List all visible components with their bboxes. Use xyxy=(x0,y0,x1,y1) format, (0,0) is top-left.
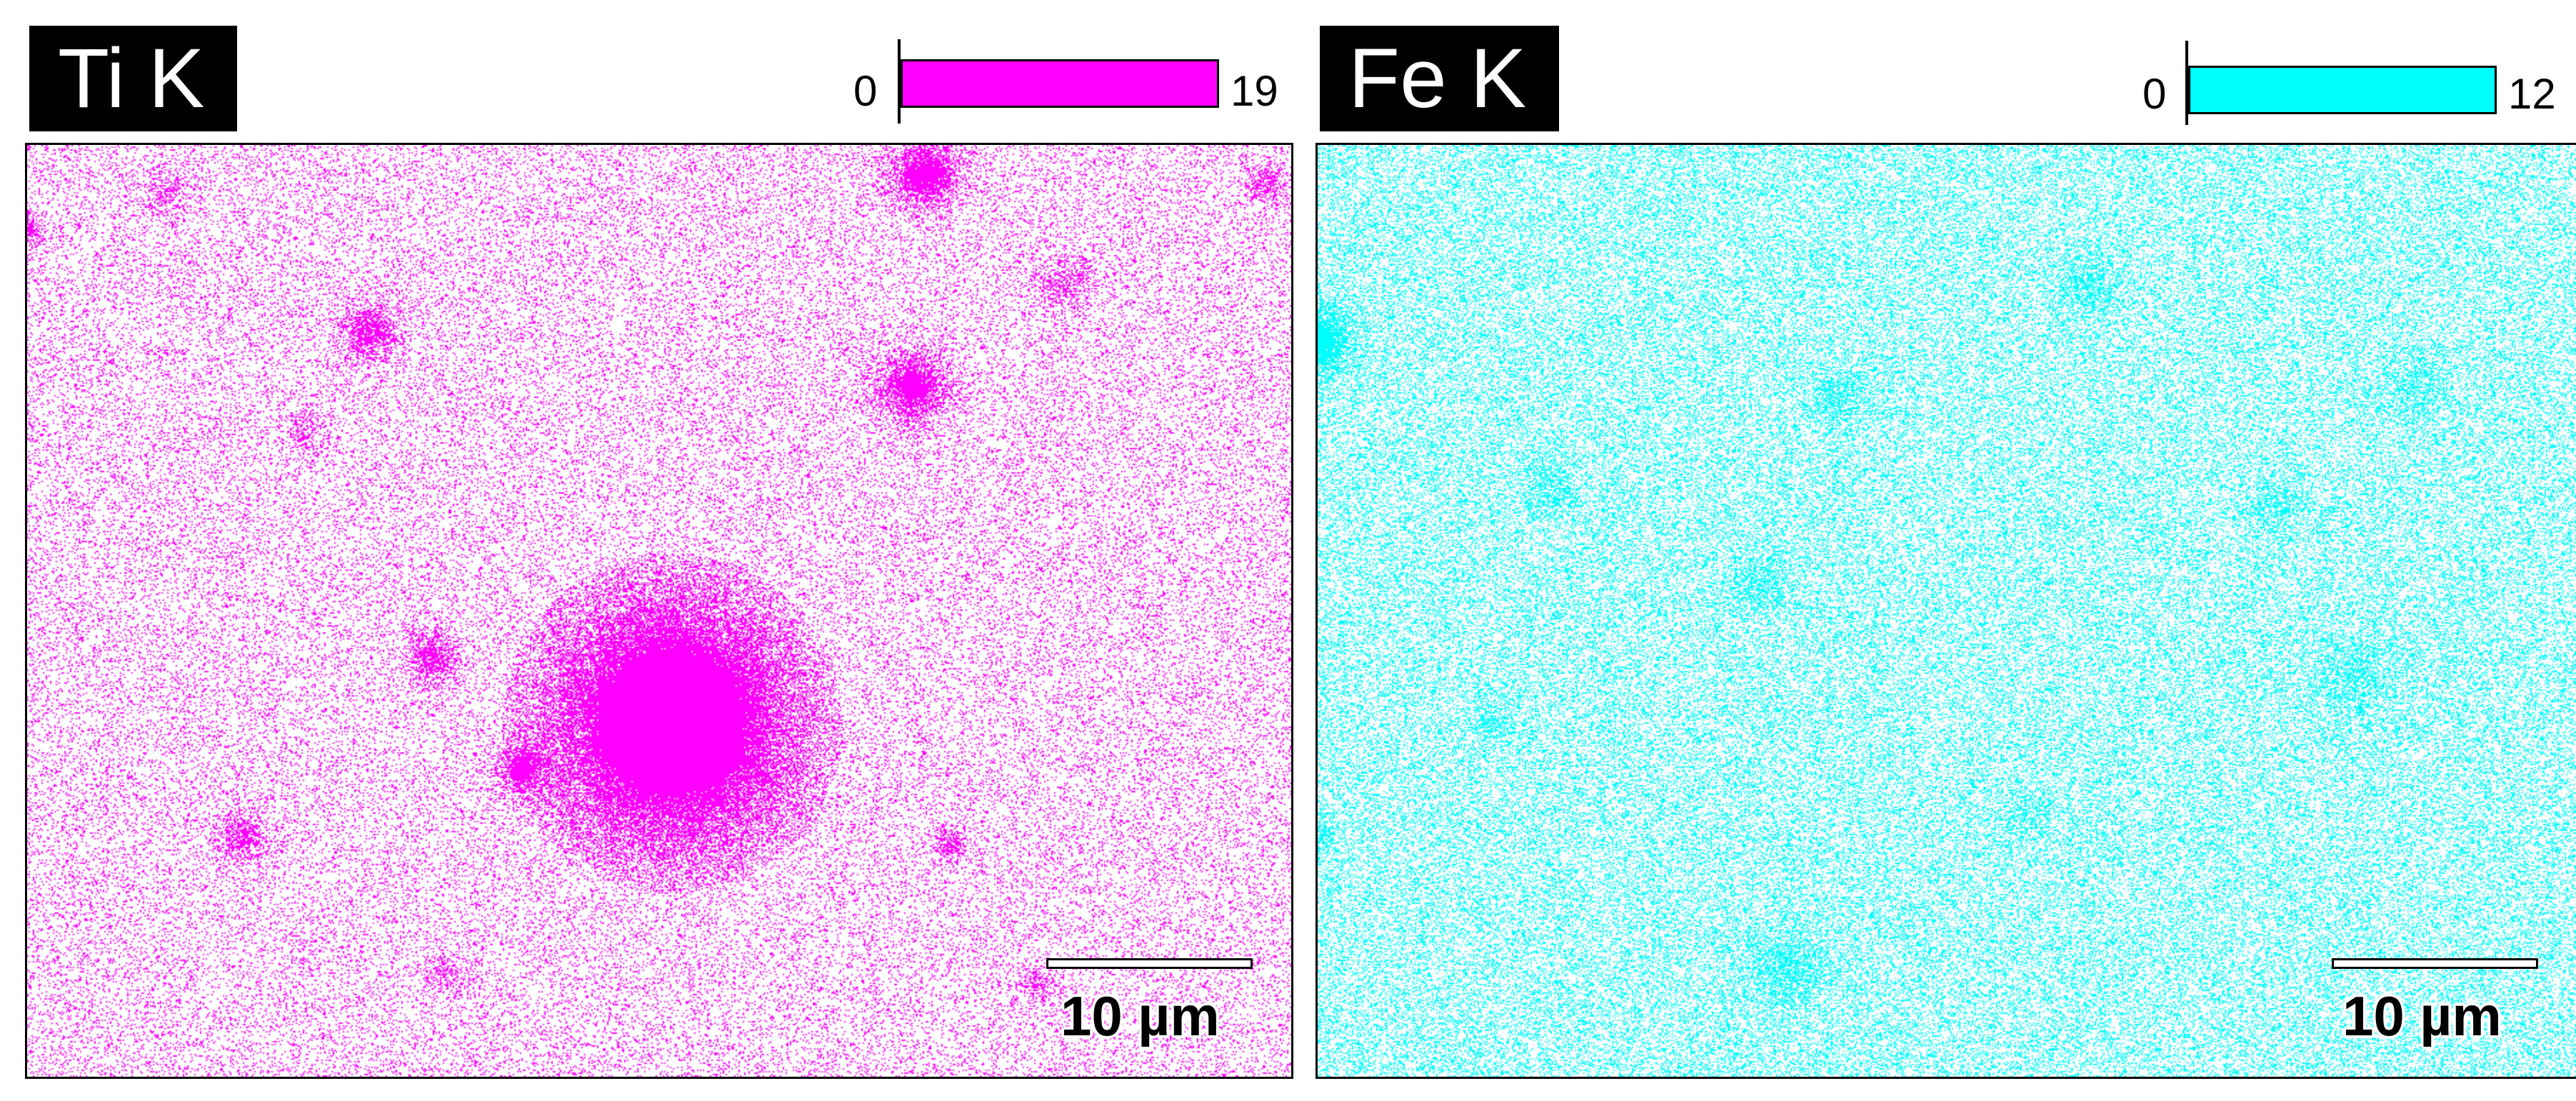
scale-bar-label: 10 µm xyxy=(2342,985,2502,1047)
element-label: Fe K xyxy=(1320,26,1560,131)
intensity-color-bar xyxy=(901,59,1219,108)
intensity-color-bar xyxy=(2188,66,2497,114)
elemental-map-image: 10 µm xyxy=(25,143,1293,1079)
scale-bar-line xyxy=(1046,958,1253,969)
intensity-scale-max: 12 xyxy=(2508,70,2556,118)
fe-map-panel: Fe K 0 12 10 µm xyxy=(1315,0,2576,1101)
ti-map-canvas xyxy=(27,145,1291,1077)
intensity-scale-tick xyxy=(2185,41,2188,125)
intensity-scale-tick xyxy=(898,39,901,124)
fe-map-canvas xyxy=(1318,145,2576,1077)
element-label: Ti K xyxy=(29,26,238,131)
elemental-map-image: 10 µm xyxy=(1315,143,2576,1079)
scale-bar-line xyxy=(2332,958,2538,969)
ti-map-panel: Ti K 0 19 10 µm xyxy=(25,0,1296,1101)
intensity-scale-max: 19 xyxy=(1231,67,1278,115)
scale-bar-label: 10 µm xyxy=(1061,985,1220,1047)
intensity-scale-min: 0 xyxy=(2143,70,2167,118)
intensity-scale-min: 0 xyxy=(853,67,878,115)
